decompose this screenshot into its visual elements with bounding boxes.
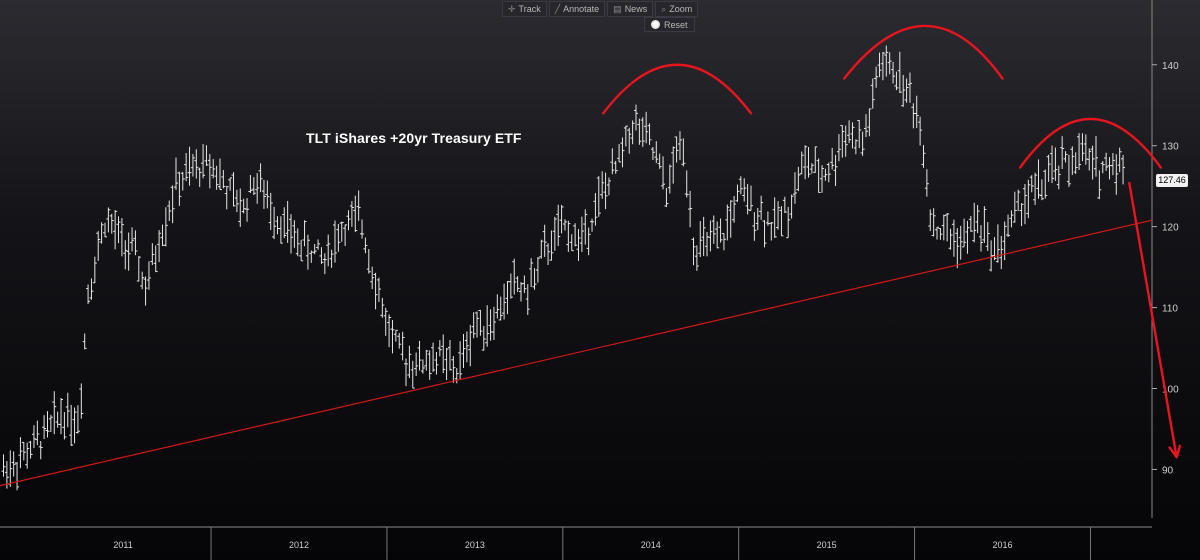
news-label: News — [624, 4, 648, 14]
annotate-label: Annotate — [563, 4, 600, 14]
x-tick-label: 2015 — [817, 540, 837, 550]
zoom-label: Zoom — [669, 4, 693, 14]
peak-arc — [1018, 117, 1162, 169]
peak-arc — [602, 63, 753, 115]
projection-arrowhead — [1168, 444, 1182, 459]
reset-label: Reset — [664, 19, 688, 30]
y-tick-label: 90 — [1162, 465, 1174, 476]
x-tick-label: 2012 — [289, 540, 309, 550]
chart-title: TLT iShares +20yr Treasury ETF — [306, 130, 522, 146]
last-price-label: 127.46 — [1156, 174, 1188, 187]
news-button[interactable]: ▤ News — [607, 1, 654, 17]
x-tick-label: 2011 — [113, 540, 132, 550]
annotate-icon: ╱ — [554, 3, 561, 14]
zoom-icon: ⌕ — [661, 3, 667, 14]
chart-toolbar: ✛ Track ╱ Annotate ▤ News ⌕ Zoom — [502, 1, 699, 17]
y-tick-label: 130 — [1162, 142, 1179, 153]
x-tick-label: 2014 — [641, 540, 661, 550]
x-tick-label: 2016 — [992, 540, 1012, 550]
y-tick-label: 110 — [1162, 304, 1178, 315]
peak-arc — [843, 24, 1004, 80]
projection-arrow — [1127, 181, 1178, 458]
zoom-button[interactable]: ⌕ Zoom — [655, 1, 699, 17]
annotations — [0, 24, 1182, 487]
y-tick-label: 120 — [1162, 223, 1179, 234]
track-label: Track — [518, 4, 541, 14]
crosshair-icon: ✛ — [508, 3, 516, 14]
reset-button[interactable]: Reset — [644, 17, 695, 32]
y-tick-label: 140 — [1162, 61, 1179, 72]
price-bars — [1, 45, 1126, 491]
support-trendline — [0, 219, 1153, 487]
reset-icon — [651, 20, 660, 29]
y-tick-label: 100 — [1162, 385, 1179, 396]
x-tick-label: 2013 — [465, 540, 485, 550]
annotate-button[interactable]: ╱ Annotate — [548, 1, 606, 17]
track-button[interactable]: ✛ Track — [502, 1, 547, 17]
news-icon: ▤ — [613, 3, 622, 14]
